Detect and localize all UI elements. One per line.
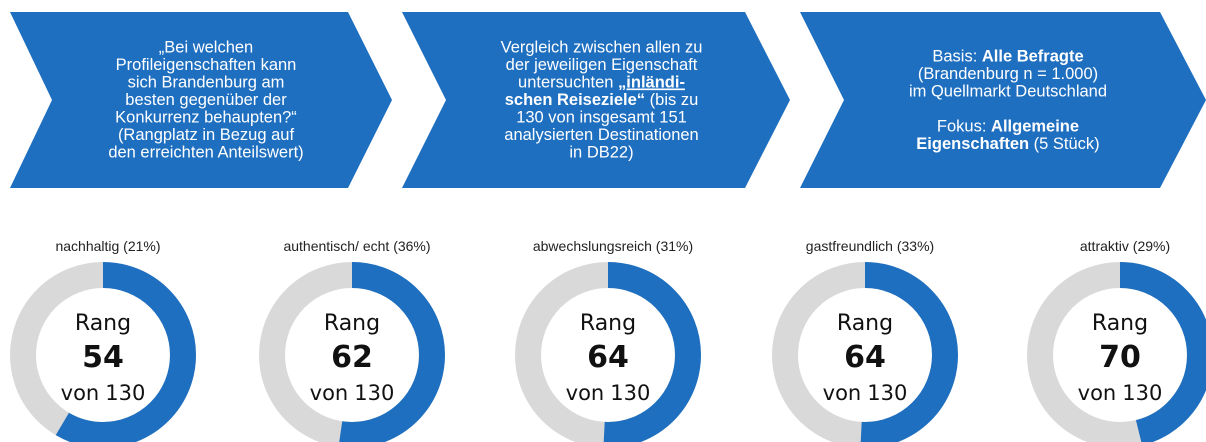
text-segment: Alle Befragte	[982, 47, 1084, 65]
text-segment: der jeweiligen Eigenschaft	[506, 56, 698, 74]
total-label: von 130	[823, 381, 908, 405]
panel-text: Profileigenschaften kann	[116, 56, 297, 74]
text-segment: untersuchten	[518, 74, 618, 92]
panel-text: in DB22)	[569, 144, 633, 162]
panel-text: Fokus: Allgemeine	[937, 117, 1079, 135]
text-segment: Konkurrenz behaupten?“	[115, 109, 297, 127]
donut-arc	[772, 262, 958, 442]
text-segment: (Brandenburg n = 1.000)	[918, 65, 1098, 83]
total-value: 130	[354, 381, 394, 405]
panel-text: untersuchten „inländi-	[518, 74, 685, 92]
total-value: 130	[867, 381, 907, 405]
text-segment: Basis:	[932, 47, 982, 65]
text-segment: sich Brandenburg am	[128, 74, 285, 92]
donut-label: attraktiv (29%)	[1080, 238, 1170, 254]
total-value: 130	[1122, 381, 1162, 405]
rank-value: 64	[844, 340, 886, 375]
text-segment: 130 von insgesamt 151	[516, 109, 687, 127]
donut-arc	[515, 262, 701, 442]
chevron	[402, 12, 790, 188]
panel-text: analysierten Destinationen	[504, 126, 698, 144]
panel-text: besten gegenüber der	[125, 91, 287, 109]
panel-text: Vergleich zwischen allen zu	[501, 39, 703, 57]
text-segment: in DB22)	[569, 144, 633, 162]
rank-value: 64	[587, 340, 629, 375]
rank-value: 70	[1099, 340, 1141, 375]
text-segment: Eigenschaften	[916, 135, 1029, 153]
panel-text: im Quellmarkt Deutschland	[909, 82, 1107, 100]
text-segment: schen Reiseziele“	[505, 91, 645, 109]
total-label: von 130	[310, 381, 395, 405]
text-segment: analysierten Destinationen	[504, 126, 698, 144]
total-value: 130	[105, 381, 145, 405]
von-text: von	[61, 381, 100, 405]
panel-text: schen Reiseziele“ (bis zu	[505, 91, 699, 109]
rank-value: 62	[331, 340, 373, 375]
rank-value: 54	[82, 340, 124, 375]
donut-label: nachhaltig (21%)	[55, 238, 160, 254]
panel-text: sich Brandenburg am	[128, 74, 285, 92]
text-segment: den erreichten Anteilswert)	[108, 144, 303, 162]
panel-text: 130 von insgesamt 151	[516, 109, 687, 127]
donut-arc	[10, 262, 196, 442]
panel-text: Basis: Alle Befragte	[932, 47, 1083, 65]
von-text: von	[823, 381, 862, 405]
donut-label: abwechslungsreich (31%)	[533, 238, 693, 254]
rang-label: Rang	[580, 311, 636, 336]
panel-text: „Bei welchen	[159, 39, 253, 57]
panel-text: der jeweiligen Eigenschaft	[506, 56, 698, 74]
rang-label: Rang	[75, 311, 131, 336]
panel-text: Konkurrenz behaupten?“	[115, 109, 297, 127]
text-segment: (bis zu	[645, 91, 698, 109]
donut-label: gastfreundlich (33%)	[806, 238, 934, 254]
text-segment: (Rangplatz in Bezug auf	[118, 126, 295, 144]
panel-text: den erreichten Anteilswert)	[108, 144, 303, 162]
total-label: von 130	[61, 381, 146, 405]
panel-text: (Rangplatz in Bezug auf	[118, 126, 295, 144]
donut-label: authentisch/ echt (36%)	[283, 238, 430, 254]
total-value: 130	[610, 381, 650, 405]
donut-arc	[259, 262, 445, 442]
panel-text: (Brandenburg n = 1.000)	[918, 65, 1098, 83]
rang-label: Rang	[837, 311, 893, 336]
text-segment: Profileigenschaften kann	[116, 56, 297, 74]
text-segment: Vergleich zwischen allen zu	[501, 39, 703, 57]
text-segment: (5 Stück)	[1029, 135, 1100, 153]
chevron	[10, 12, 392, 188]
text-segment: im Quellmarkt Deutschland	[909, 82, 1107, 100]
total-label: von 130	[1078, 381, 1163, 405]
text-segment: Allgemeine	[991, 117, 1079, 135]
von-text: von	[310, 381, 349, 405]
panel-text: Eigenschaften (5 Stück)	[916, 135, 1099, 153]
chevron	[800, 12, 1206, 188]
text-segment: besten gegenüber der	[125, 91, 287, 109]
von-text: von	[566, 381, 605, 405]
donut-arc	[1027, 262, 1206, 442]
von-text: von	[1078, 381, 1117, 405]
rang-label: Rang	[1092, 311, 1148, 336]
rang-label: Rang	[324, 311, 380, 336]
text-segment: „inländi-	[618, 74, 685, 92]
total-label: von 130	[566, 381, 651, 405]
text-segment: Fokus:	[937, 117, 991, 135]
text-segment: „Bei welchen	[159, 39, 253, 57]
